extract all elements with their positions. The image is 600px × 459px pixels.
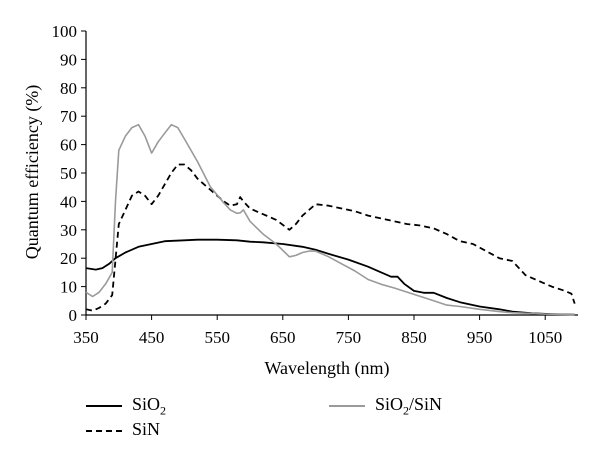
x-tick-label: 750 (336, 328, 362, 347)
y-tick-label: 40 (60, 192, 77, 211)
y-tick-label: 30 (60, 221, 77, 240)
x-tick-label: 550 (204, 328, 230, 347)
y-tick-label: 50 (60, 164, 77, 183)
y-axis-title: Quantum efficiency (%) (22, 85, 43, 260)
y-tick-label: 90 (60, 50, 77, 69)
legend-label-sio2-sin: SiO2/SiN (375, 394, 443, 418)
quantum-efficiency-chart: 0 10 20 30 40 50 60 70 80 90 100 350 450 550 650 750 85… (22, 22, 578, 379)
y-tick-label: 20 (60, 249, 77, 268)
legend-swatch-sio2-sin (329, 405, 365, 408)
y-axis: 0 10 20 30 40 50 60 70 80 90 100 (52, 22, 87, 325)
series-group (85, 123, 576, 316)
x-axis: 350 450 550 650 750 850 950 1050 (73, 314, 578, 347)
y-tick-label: 10 (60, 278, 77, 297)
x-tick-label: 950 (467, 328, 493, 347)
legend-label-sin: SiN (132, 419, 161, 439)
series-line-sio2 (85, 238, 575, 316)
series-line-sin (85, 163, 576, 312)
x-tick-label: 850 (401, 328, 427, 347)
x-tick-label: 450 (139, 328, 165, 347)
legend-swatch-sin (86, 430, 122, 433)
x-tick-label: 650 (270, 328, 296, 347)
legend-item-sin: SiN (86, 419, 160, 444)
y-tick-label: 100 (52, 22, 78, 41)
legend-item-sio2: SiO2 (86, 394, 166, 419)
y-tick-label: 0 (69, 306, 78, 325)
legend-swatch-sio2 (86, 405, 122, 408)
x-tick-label: 350 (73, 328, 99, 347)
y-tick-label: 70 (60, 107, 77, 126)
series-line-sio2-sin (85, 123, 575, 316)
x-tick-label: 1050 (528, 328, 562, 347)
y-tick-label: 60 (60, 136, 77, 155)
x-axis-title: Wavelength (nm) (264, 358, 389, 379)
legend-label-sio2: SiO2 (132, 394, 167, 418)
legend-item-sio2-sin: SiO2/SiN (329, 394, 442, 419)
y-tick-label: 80 (60, 79, 77, 98)
